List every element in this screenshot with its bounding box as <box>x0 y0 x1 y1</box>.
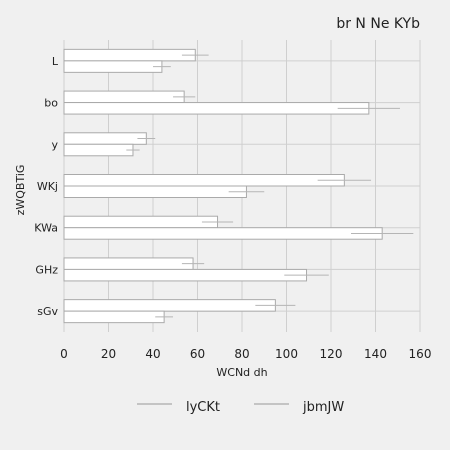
x-tick-label: 120 <box>320 347 343 361</box>
bar-lyckt <box>63 299 276 312</box>
x-tick-label: 0 <box>60 347 68 361</box>
bar-jbmjw <box>63 60 163 73</box>
y-axis-title: zWQBTiG <box>14 165 27 216</box>
x-tick-label: 140 <box>364 347 387 361</box>
bar-lyckt <box>63 48 196 62</box>
category-label: bo <box>44 97 58 110</box>
category-labels: Lbo y WKj KWa GHz sGv <box>34 55 59 318</box>
category-label: sGv <box>37 305 58 318</box>
bar-lyckt <box>63 90 185 104</box>
bars <box>63 48 383 324</box>
legend-label-jbmjw: jbmJW <box>302 400 344 415</box>
x-tick-label: 20 <box>101 347 116 361</box>
bar-lyckt <box>63 215 219 229</box>
category-label: GHz <box>35 263 58 276</box>
category-label: WKj <box>37 180 58 193</box>
bar-jbmjw <box>63 143 134 157</box>
x-tick-label: 160 <box>409 347 432 361</box>
x-tick-label: 100 <box>275 347 298 361</box>
legend-label-lyckt: lyCKt <box>186 400 220 415</box>
category-label: KWa <box>34 222 58 235</box>
bar-lyckt <box>63 174 345 187</box>
bar-jbmjw <box>63 185 247 198</box>
bar-jbmjw <box>63 310 165 324</box>
bar-jbmjw <box>63 268 308 282</box>
chart-title: br N Ne KYb <box>336 16 420 32</box>
x-tick-label: 40 <box>145 347 160 361</box>
category-label: y <box>51 138 58 151</box>
x-axis-title: WCNd dh <box>216 366 267 379</box>
legend: lyCKt jbmJW <box>137 400 344 415</box>
bar-jbmjw <box>63 102 370 115</box>
error-bars <box>126 54 414 318</box>
x-tick-label: 80 <box>234 347 249 361</box>
bar-lyckt <box>63 257 194 270</box>
bar-lyckt <box>63 132 147 145</box>
bar-jbmjw <box>63 227 383 240</box>
x-tick-label: 60 <box>190 347 205 361</box>
category-label: L <box>52 55 59 68</box>
x-tick-labels: 0 20 40 60 80 100 120 140 160 <box>60 347 431 361</box>
